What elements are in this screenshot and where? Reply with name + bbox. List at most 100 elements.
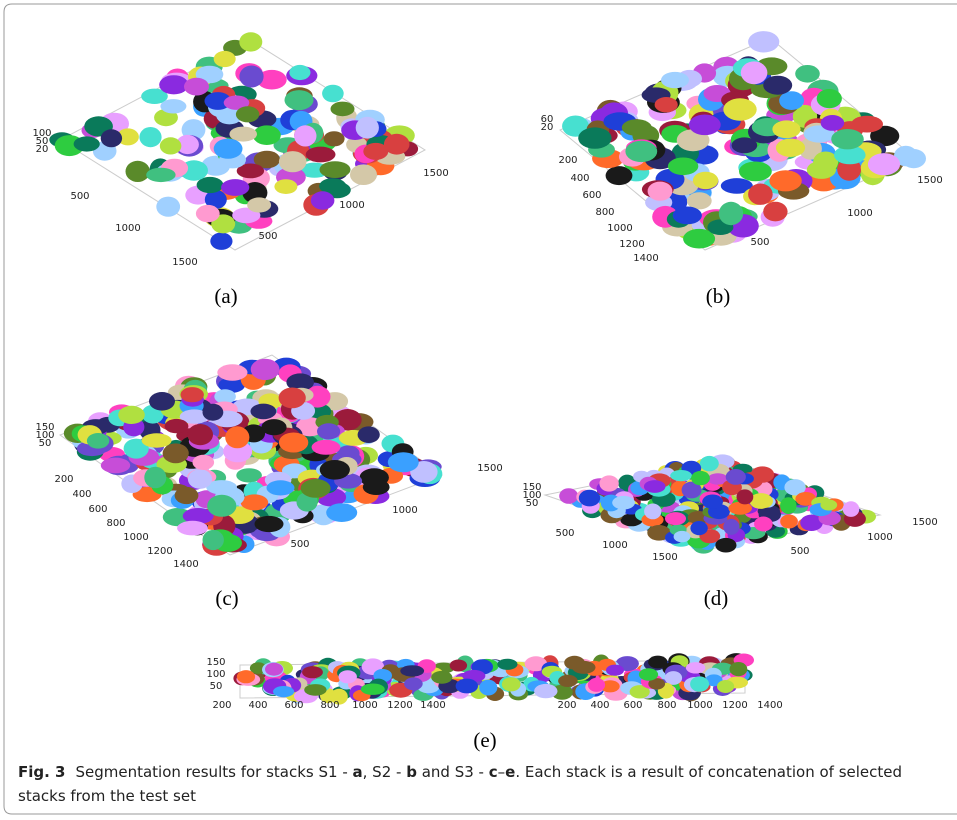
cell-blob (322, 85, 344, 103)
cell-blob (188, 469, 212, 489)
z-tick-label: 50 (210, 681, 223, 692)
y-tick-label: 1200 (147, 546, 172, 557)
cell-blob (118, 406, 145, 424)
cell-blob (358, 426, 380, 443)
y-tick-label: 500 (70, 191, 89, 202)
cell-blob (279, 151, 307, 172)
cell-blob (356, 117, 379, 139)
cell-blob (741, 61, 768, 84)
cell-blob (320, 161, 351, 178)
y-tick-label: 1500 (652, 552, 677, 563)
cell-blob (279, 388, 306, 409)
y-tick-label: 1200 (619, 239, 644, 250)
y-tick-label: 1400 (173, 559, 198, 570)
cell-blob (156, 197, 180, 217)
cell-blob (294, 125, 316, 146)
cell-blob (203, 530, 224, 550)
cell-blob (479, 680, 497, 696)
cell-blob (306, 147, 336, 163)
y-tick-label: 200 (212, 700, 231, 711)
cell-blob (665, 671, 682, 685)
cell-blob (214, 51, 236, 67)
y-tick-label: 1200 (387, 700, 412, 711)
y-tick-label: 1000 (607, 223, 632, 234)
cell-blob (285, 90, 314, 110)
cell-blob (691, 471, 710, 485)
caption-text: and S3 - (417, 763, 489, 781)
x-tick-label: 1500 (917, 175, 942, 186)
cell-blob (821, 115, 845, 131)
cell-blob (717, 680, 734, 693)
cell-blob (265, 663, 283, 676)
cell-blob (87, 433, 109, 449)
y-tick-label: 600 (582, 190, 601, 201)
cell-blob (673, 207, 702, 225)
cell-blob (139, 127, 161, 147)
z-tick-label: 20 (541, 122, 554, 133)
y-tick-label: 1500 (172, 257, 197, 268)
panel-label: (a) (214, 284, 237, 308)
cell-blob (255, 516, 284, 532)
x-tick-label: 500 (790, 546, 809, 557)
panel-label: (e) (473, 728, 496, 752)
x-tick-label: 800 (657, 700, 676, 711)
cell-blob (261, 419, 286, 435)
cell-blob (214, 139, 243, 159)
cell-blob (225, 426, 249, 448)
x-tick-label: 1200 (722, 700, 747, 711)
cell-blob (311, 191, 335, 209)
cell-blob (769, 170, 801, 191)
panel-label: (b) (706, 284, 731, 308)
x-tick-label: 1000 (847, 208, 872, 219)
y-tick-label: 800 (595, 207, 614, 218)
cell-blob (559, 488, 578, 504)
cell-blob (350, 164, 377, 185)
cell-blob (817, 89, 842, 108)
cell-blob (843, 501, 860, 517)
y-tick-label: 600 (284, 700, 303, 711)
cell-blob (163, 443, 189, 463)
panel-label: (d) (704, 586, 729, 610)
cell-blob (820, 500, 837, 511)
cell-blob (193, 455, 215, 470)
cell-blob (237, 670, 255, 683)
cell-blob (146, 168, 175, 182)
cell-blob (670, 470, 692, 481)
cell-blob (668, 158, 698, 176)
y-tick-label: 1000 (123, 532, 148, 543)
cell-blob (210, 233, 232, 250)
x-tick-label: 1000 (339, 200, 364, 211)
y-tick-label: 400 (248, 700, 267, 711)
cell-blob (661, 72, 689, 88)
cell-blob (431, 671, 452, 684)
cell-blob (730, 662, 748, 676)
cell-blob (304, 684, 326, 696)
cell-blob (400, 665, 424, 676)
cell-blob (737, 489, 754, 504)
cell-blob (606, 665, 624, 676)
cell-blob (702, 495, 723, 509)
x-tick-label: 1500 (477, 463, 502, 474)
z-tick-label: 150 (206, 657, 225, 668)
cell-blob (253, 125, 281, 145)
cell-blob (578, 127, 611, 148)
cell-blob (363, 143, 388, 160)
cell-blob (312, 440, 341, 455)
cell-blob (363, 479, 390, 495)
cell-blob (301, 479, 331, 498)
cell-blob (221, 179, 249, 196)
cell-blob (289, 65, 310, 80)
cell-blob (723, 519, 739, 535)
cell-blob (772, 120, 800, 138)
cell-blob (497, 659, 517, 670)
cell-blob (655, 97, 678, 112)
cell-blob (648, 182, 673, 201)
cell-blob (693, 172, 718, 189)
cell-blob (700, 456, 719, 471)
cell-blob (450, 660, 467, 672)
caption-label: Fig. 3 (18, 763, 65, 781)
caption-text: c (489, 763, 498, 781)
cell-blob (149, 392, 175, 411)
cell-blob (739, 162, 772, 182)
cell-blob (622, 119, 652, 136)
